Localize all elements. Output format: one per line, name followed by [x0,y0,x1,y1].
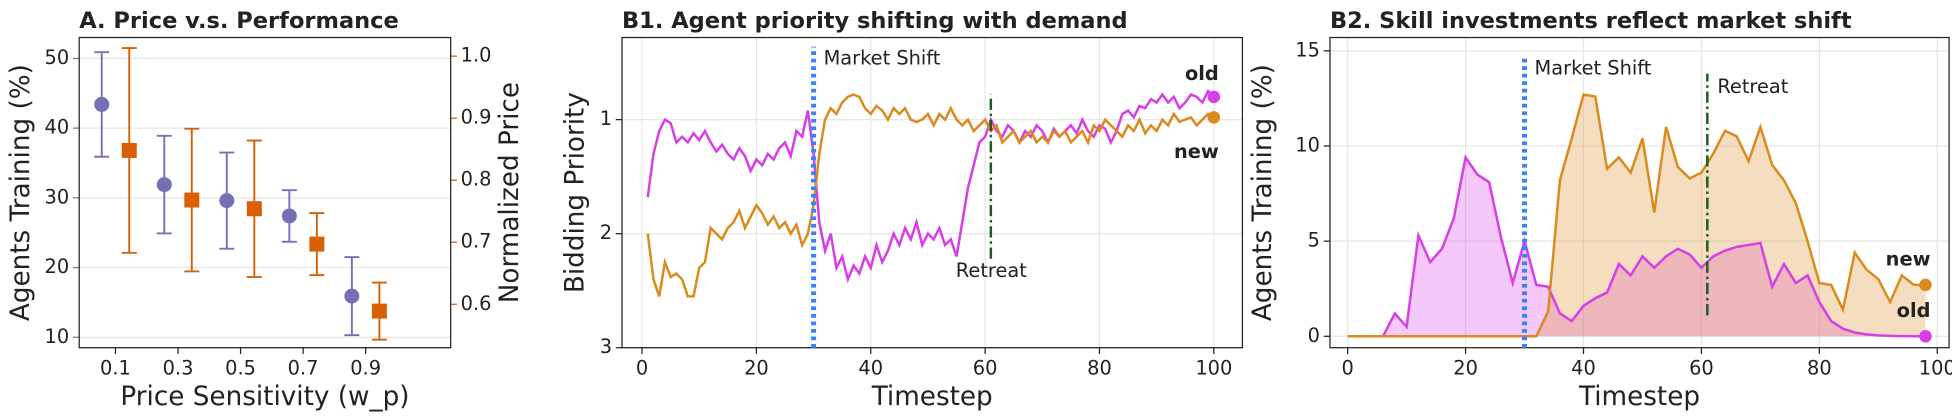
annotation-text: Retreat [1717,75,1788,98]
series-label: new [1886,247,1931,270]
x-tick-label: 0.3 [163,356,194,379]
marker [219,193,235,209]
y-tick-label: 20 [45,255,70,278]
y-tick-label: 5 [1308,229,1320,252]
area-fill [1347,94,1926,337]
y-tick-label: 10 [1295,133,1320,156]
x-tick-label: 20 [744,356,769,379]
y-tick-label: 40 [45,116,70,139]
marker [344,288,360,304]
y-tick-label: 0 [1308,324,1320,347]
marker [246,201,262,217]
y-tick-label: 50 [45,46,70,69]
x-tick-label: 60 [973,356,998,379]
plot-frame [1329,36,1950,349]
end-marker [1919,278,1932,292]
marker [184,192,200,208]
y-tick-label: 10 [45,325,70,348]
y-tick-label: 3 [600,335,612,358]
x-tick-label: 60 [1689,356,1714,379]
x-tick-label: 0.7 [288,356,319,379]
y-tick-label: 15 [1295,38,1320,61]
series-line [1347,93,1926,338]
series-line [1347,154,1926,338]
plot-frame [621,36,1244,349]
end-marker [1919,330,1932,343]
x-tick-label: 20 [1453,356,1478,379]
y-tick-label: 2 [600,221,612,244]
y-axis-label: Agents Training (%) [6,64,36,321]
marker [281,208,297,224]
marker [371,303,387,319]
x-axis-label: Timestep [1578,382,1700,412]
annotation-text: Market Shift [1535,56,1652,79]
y2-tick-label: 0.8 [461,168,492,191]
y-tick-label: 1 [600,107,612,130]
series-label: old [1185,62,1219,85]
series-line [646,93,1215,298]
end-marker [1207,111,1221,124]
x-axis-label: Price Sensitivity (w_p) [120,382,409,412]
x-tick-label: 0 [636,356,648,379]
x-tick-label: 100 [1195,356,1232,379]
x-tick-label: 0.1 [100,356,131,379]
panel-title: A. Price v.s. Performance [79,8,399,34]
annotation-text: Market Shift [824,46,941,69]
y-axis-label: Agents Training (%) [1248,64,1278,321]
end-marker [1207,90,1221,104]
marker [94,96,110,112]
x-tick-label: 0.5 [225,356,256,379]
area-fill [1347,157,1926,337]
annotation-text: Retreat [956,259,1027,282]
y-tick-label: 30 [45,185,70,208]
series-label: new [1174,140,1219,163]
panel-title: B2. Skill investments reflect market shi… [1330,8,1852,34]
marker [156,177,172,193]
series-line [646,89,1215,284]
y2-tick-label: 0.6 [461,292,492,315]
x-tick-label: 100 [1919,356,1952,379]
y2-tick-label: 0.9 [461,106,492,129]
y2-tick-label: 0.7 [461,230,492,253]
y-axis-label: Bidding Priority [560,92,590,293]
x-axis-label: Timestep [871,382,993,412]
x-tick-label: 80 [1087,356,1112,379]
plot-frame [78,36,452,349]
panel-title: B1. Agent priority shifting with demand [622,8,1128,34]
x-tick-label: 0 [1341,356,1353,379]
x-tick-label: 40 [858,356,883,379]
x-tick-label: 40 [1571,356,1596,379]
marker [121,142,137,158]
y2-axis-label: Normalized Price [495,82,525,303]
x-tick-label: 0.9 [350,356,381,379]
x-tick-label: 80 [1807,356,1832,379]
marker [309,236,325,252]
series-label: old [1897,299,1931,322]
y2-tick-label: 1.0 [461,44,492,67]
